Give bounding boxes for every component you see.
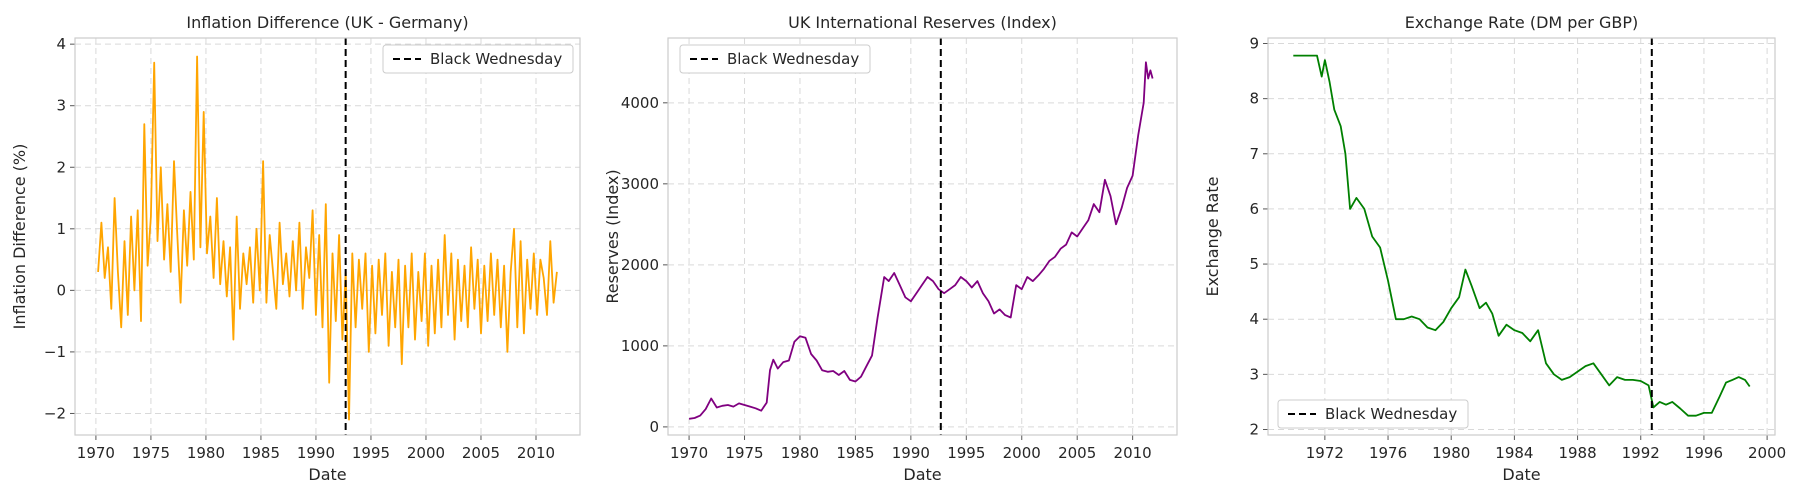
x-tick-label: 1970 xyxy=(670,444,708,462)
x-tick-label: 2000 xyxy=(1748,444,1786,462)
y-tick-label: 7 xyxy=(1249,145,1259,163)
international-reserves-chart: 1970 1975 1980 1985 1990 1995 2000 2005 2010 0 100… xyxy=(603,13,1178,484)
x-tick-label: 1992 xyxy=(1622,444,1660,462)
x-tick-label: 1995 xyxy=(947,444,985,462)
y-tick-label: 3000 xyxy=(621,175,659,193)
y-tick-label: 6 xyxy=(1249,200,1259,218)
plot-frame xyxy=(667,37,1178,436)
y-tick-label: 2 xyxy=(1249,420,1259,438)
y-axis-label: Exchange Rate xyxy=(1203,177,1222,297)
legend-label: Black Wednesday xyxy=(727,50,859,68)
x-tick-label: 1980 xyxy=(781,444,819,462)
x-tick-label: 2005 xyxy=(462,444,500,462)
x-tick-label: 2005 xyxy=(1058,444,1096,462)
y-tick-label: 1 xyxy=(56,220,66,238)
x-tick-label: 1975 xyxy=(725,444,763,462)
exchange-rate-chart: 1972 1976 1980 1984 1988 1992 1996 2000 2 3 4 5 6 7 8 9… xyxy=(1203,13,1786,484)
x-tick-label: 1980 xyxy=(1432,444,1470,462)
x-axis-label: Date xyxy=(308,465,346,484)
y-tick-label: 4 xyxy=(1249,310,1259,328)
plot-background xyxy=(75,38,580,435)
y-axis-label: Reserves (Index) xyxy=(603,169,622,303)
y-tick-label: 5 xyxy=(1249,255,1259,273)
plot-background xyxy=(668,38,1177,435)
y-tick-label: 0 xyxy=(56,281,66,299)
x-tick-label: 2000 xyxy=(407,444,445,462)
x-tick-label: 1988 xyxy=(1558,444,1596,462)
x-tick-label: 1975 xyxy=(132,444,170,462)
plot-area: 1972 1976 1980 1984 1988 1992 1996 2000 2 3 4 5 6 7 8 9 xyxy=(1249,35,1786,462)
y-tick-label: 8 xyxy=(1249,90,1259,108)
chart-title: Inflation Difference (UK - Germany) xyxy=(186,13,468,32)
x-tick-label: 1985 xyxy=(242,444,280,462)
x-tick-label: 1985 xyxy=(836,444,874,462)
series-line xyxy=(688,61,1154,420)
chart-title: Exchange Rate (DM per GBP) xyxy=(1405,13,1638,32)
x-tick-label: 2010 xyxy=(517,444,555,462)
x-tick-label: 1980 xyxy=(187,444,225,462)
legend-label: Black Wednesday xyxy=(1325,405,1457,423)
plot-frame xyxy=(1267,37,1776,436)
legend-label: Black Wednesday xyxy=(430,50,562,68)
x-tick-label: 2010 xyxy=(1114,444,1152,462)
series-line xyxy=(1293,54,1751,417)
y-tick-label: 4 xyxy=(56,35,66,53)
x-tick-label: 1970 xyxy=(77,444,115,462)
y-tick-label: 9 xyxy=(1249,35,1259,53)
legend-box xyxy=(1277,399,1469,429)
x-tick-label: 1984 xyxy=(1495,444,1533,462)
series-line xyxy=(97,55,558,421)
legend-box xyxy=(382,44,574,74)
x-tick-label: 1990 xyxy=(892,444,930,462)
x-tick-label: 2000 xyxy=(1003,444,1041,462)
y-tick-label: 0 xyxy=(649,418,659,436)
y-tick-label: 3 xyxy=(1249,365,1259,383)
x-tick-label: 1976 xyxy=(1369,444,1407,462)
y-tick-label: 2000 xyxy=(621,256,659,274)
x-axis-label: Date xyxy=(903,465,941,484)
plot-frame xyxy=(74,37,581,436)
chart-title: UK International Reserves (Index) xyxy=(788,13,1057,32)
x-tick-label: 1996 xyxy=(1685,444,1723,462)
plot-area: 1970 1975 1980 1985 1990 1995 2000 2005 2010 0 100… xyxy=(621,37,1178,462)
y-tick-label: −1 xyxy=(44,343,66,361)
y-axis-label: Inflation Difference (%) xyxy=(10,144,29,330)
x-axis-label: Date xyxy=(1502,465,1540,484)
y-tick-label: 4000 xyxy=(621,94,659,112)
y-tick-label: 1000 xyxy=(621,337,659,355)
plot-area: 1970 1975 1980 1985 1990 1995 2000 2005 2010 −2 −1… xyxy=(44,35,581,462)
x-tick-label: 1995 xyxy=(352,444,390,462)
legend-box xyxy=(679,44,871,74)
inflation-difference-chart: 1970 1975 1980 1985 1990 1995 2000 2005 2010 −2 −1… xyxy=(10,13,581,484)
y-tick-label: 3 xyxy=(56,97,66,115)
x-tick-label: 1990 xyxy=(297,444,335,462)
y-tick-label: −2 xyxy=(44,404,66,422)
x-tick-label: 1972 xyxy=(1306,444,1344,462)
y-tick-label: 2 xyxy=(56,158,66,176)
plot-background xyxy=(1268,38,1775,435)
